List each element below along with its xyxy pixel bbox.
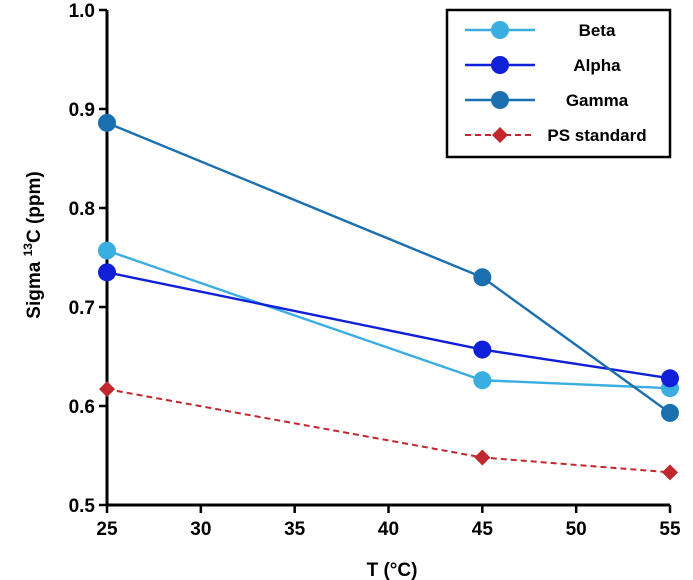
- legend-marker-gamma: [491, 91, 509, 109]
- y-axis-title-prefix: Sigma: [24, 256, 45, 318]
- legend-item-gamma: Gamma: [465, 91, 629, 110]
- series-line-alpha: [106, 271, 671, 380]
- legend-item-ps-standard: PS standard: [465, 126, 647, 145]
- axes: 0.5 0.6 0.7 0.8 0.9 1.0 25 30 35 40 45 50 55: [69, 1, 681, 540]
- series-ps-standard: [99, 381, 678, 481]
- series-gamma: [98, 113, 679, 422]
- legend-item-alpha: Alpha: [465, 56, 621, 75]
- x-tick-label: 40: [378, 519, 399, 540]
- data-point-gamma: [661, 403, 679, 422]
- x-tick-label: 30: [190, 519, 211, 540]
- data-point-ps-standard: [99, 381, 115, 398]
- y-axis-title-suffix: C (ppm): [24, 171, 45, 243]
- data-point-gamma: [473, 268, 492, 287]
- legend-marker-alpha: [491, 56, 509, 74]
- data-point-ps-standard: [662, 464, 678, 481]
- legend-label-ps-standard: PS standard: [547, 126, 646, 145]
- x-tick-label: 45: [472, 519, 494, 540]
- legend-label-gamma: Gamma: [566, 91, 629, 110]
- y-tick-label: 0.7: [69, 298, 95, 319]
- y-tick-label: 0.6: [69, 397, 95, 418]
- legend-box: [445, 8, 672, 159]
- x-tick-label: 35: [284, 519, 306, 540]
- x-tick-label: 50: [566, 519, 587, 540]
- legend-item-beta: Beta: [465, 21, 616, 40]
- legend-label-beta: Beta: [579, 21, 616, 40]
- series-layer: [98, 113, 679, 481]
- legend-label-alpha: Alpha: [573, 56, 621, 75]
- legend-marker-beta: [491, 21, 509, 39]
- data-point-alpha: [473, 340, 492, 359]
- data-point-alpha: [661, 369, 679, 388]
- legend: Beta Alpha Gamma PS standard: [445, 8, 672, 159]
- y-tick-label: 0.8: [69, 199, 95, 220]
- data-point-beta: [98, 241, 116, 260]
- x-tick-label: 25: [96, 519, 118, 540]
- series-line-beta: [106, 249, 671, 390]
- legend-marker-ps-standard: [492, 127, 508, 143]
- series-line-ps-standard: [106, 388, 671, 474]
- series-line-gamma: [106, 121, 671, 414]
- y-tick-label: 1.0: [69, 1, 95, 22]
- data-point-alpha: [98, 263, 116, 282]
- y-axis-title-sup: 13: [21, 243, 35, 257]
- y-tick-label: 0.9: [69, 100, 95, 121]
- series-beta: [98, 241, 679, 398]
- x-tick-label: 55: [659, 519, 681, 540]
- data-point-beta: [473, 371, 492, 390]
- series-alpha: [98, 263, 679, 388]
- y-tick-label: 0.5: [69, 496, 96, 517]
- data-point-ps-standard: [474, 449, 491, 466]
- data-point-gamma: [98, 113, 116, 132]
- x-axis-title: T (°C): [367, 560, 418, 580]
- y-axis-title: Sigma 13C (ppm): [21, 171, 45, 318]
